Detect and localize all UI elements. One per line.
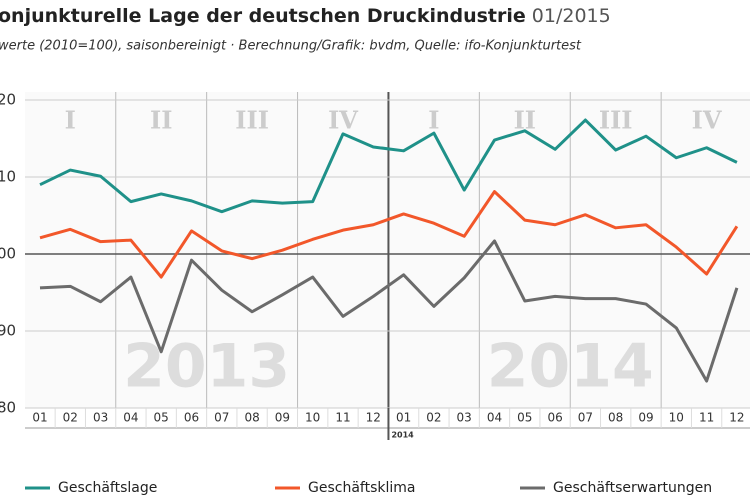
series-line xyxy=(39,190,739,279)
x-tick-label: 11 xyxy=(335,411,350,425)
x-tick-label: 04 xyxy=(123,411,138,425)
x-tick-label: 07 xyxy=(578,411,593,425)
x-tick-label: 05 xyxy=(517,411,532,425)
quarter-label: IV xyxy=(328,106,358,135)
x-tick-label: 09 xyxy=(638,411,653,425)
x-tick-label: 03 xyxy=(457,411,472,425)
x-tick-label: 06 xyxy=(184,411,199,425)
x-tick-label: 02 xyxy=(426,411,441,425)
legend-label: Geschäftsklima xyxy=(308,480,415,496)
quarter-label: I xyxy=(65,106,76,135)
year-watermark: 2013 xyxy=(123,332,290,402)
legend-label: Geschäftslage xyxy=(58,480,157,496)
y-tick-label: 00 xyxy=(0,245,16,263)
x-tick-label: 03 xyxy=(93,411,108,425)
y-tick-label: 20 xyxy=(0,91,16,109)
year-watermark: 2014 xyxy=(487,332,654,402)
quarter-label: III xyxy=(599,106,633,135)
x-tick-label: 07 xyxy=(214,411,229,425)
title-main: onjunkturelle Lage der deutschen Druckin… xyxy=(0,5,526,27)
x-tick-label: 04 xyxy=(487,411,502,425)
x-tick-label: 02 xyxy=(63,411,78,425)
x-tick-label: 11 xyxy=(699,411,714,425)
x-tick-label: 09 xyxy=(275,411,290,425)
y-tick-label: 90 xyxy=(0,322,16,340)
year-marker: 2014 xyxy=(391,431,414,440)
y-tick-label: 80 xyxy=(0,399,16,417)
title-suffix: 01/2015 xyxy=(532,5,611,27)
quarter-label: IV xyxy=(692,106,722,135)
x-tick-label: 12 xyxy=(729,411,744,425)
legend-label: Geschäftserwartungen xyxy=(553,480,712,496)
x-tick-label: 10 xyxy=(669,411,684,425)
quarter-label: II xyxy=(150,106,172,135)
y-tick-label: 10 xyxy=(0,168,16,186)
chart-title: onjunkturelle Lage der deutschen Druckin… xyxy=(0,5,611,27)
x-tick-label: 10 xyxy=(305,411,320,425)
x-tick-label: 12 xyxy=(366,411,381,425)
quarter-label: II xyxy=(514,106,536,135)
x-tick-label: 06 xyxy=(547,411,562,425)
series-line xyxy=(39,118,738,214)
x-tick-label: 08 xyxy=(608,411,623,425)
x-tick-label: 05 xyxy=(154,411,169,425)
series-line xyxy=(39,239,739,383)
x-tick-label: 08 xyxy=(244,411,259,425)
quarter-label: III xyxy=(235,106,269,135)
subtitle: werte (2010=100), saisonbereinigt · Bere… xyxy=(0,39,582,54)
quarter-label: I xyxy=(428,106,439,135)
x-tick-label: 01 xyxy=(396,411,411,425)
x-tick-label: 01 xyxy=(32,411,47,425)
